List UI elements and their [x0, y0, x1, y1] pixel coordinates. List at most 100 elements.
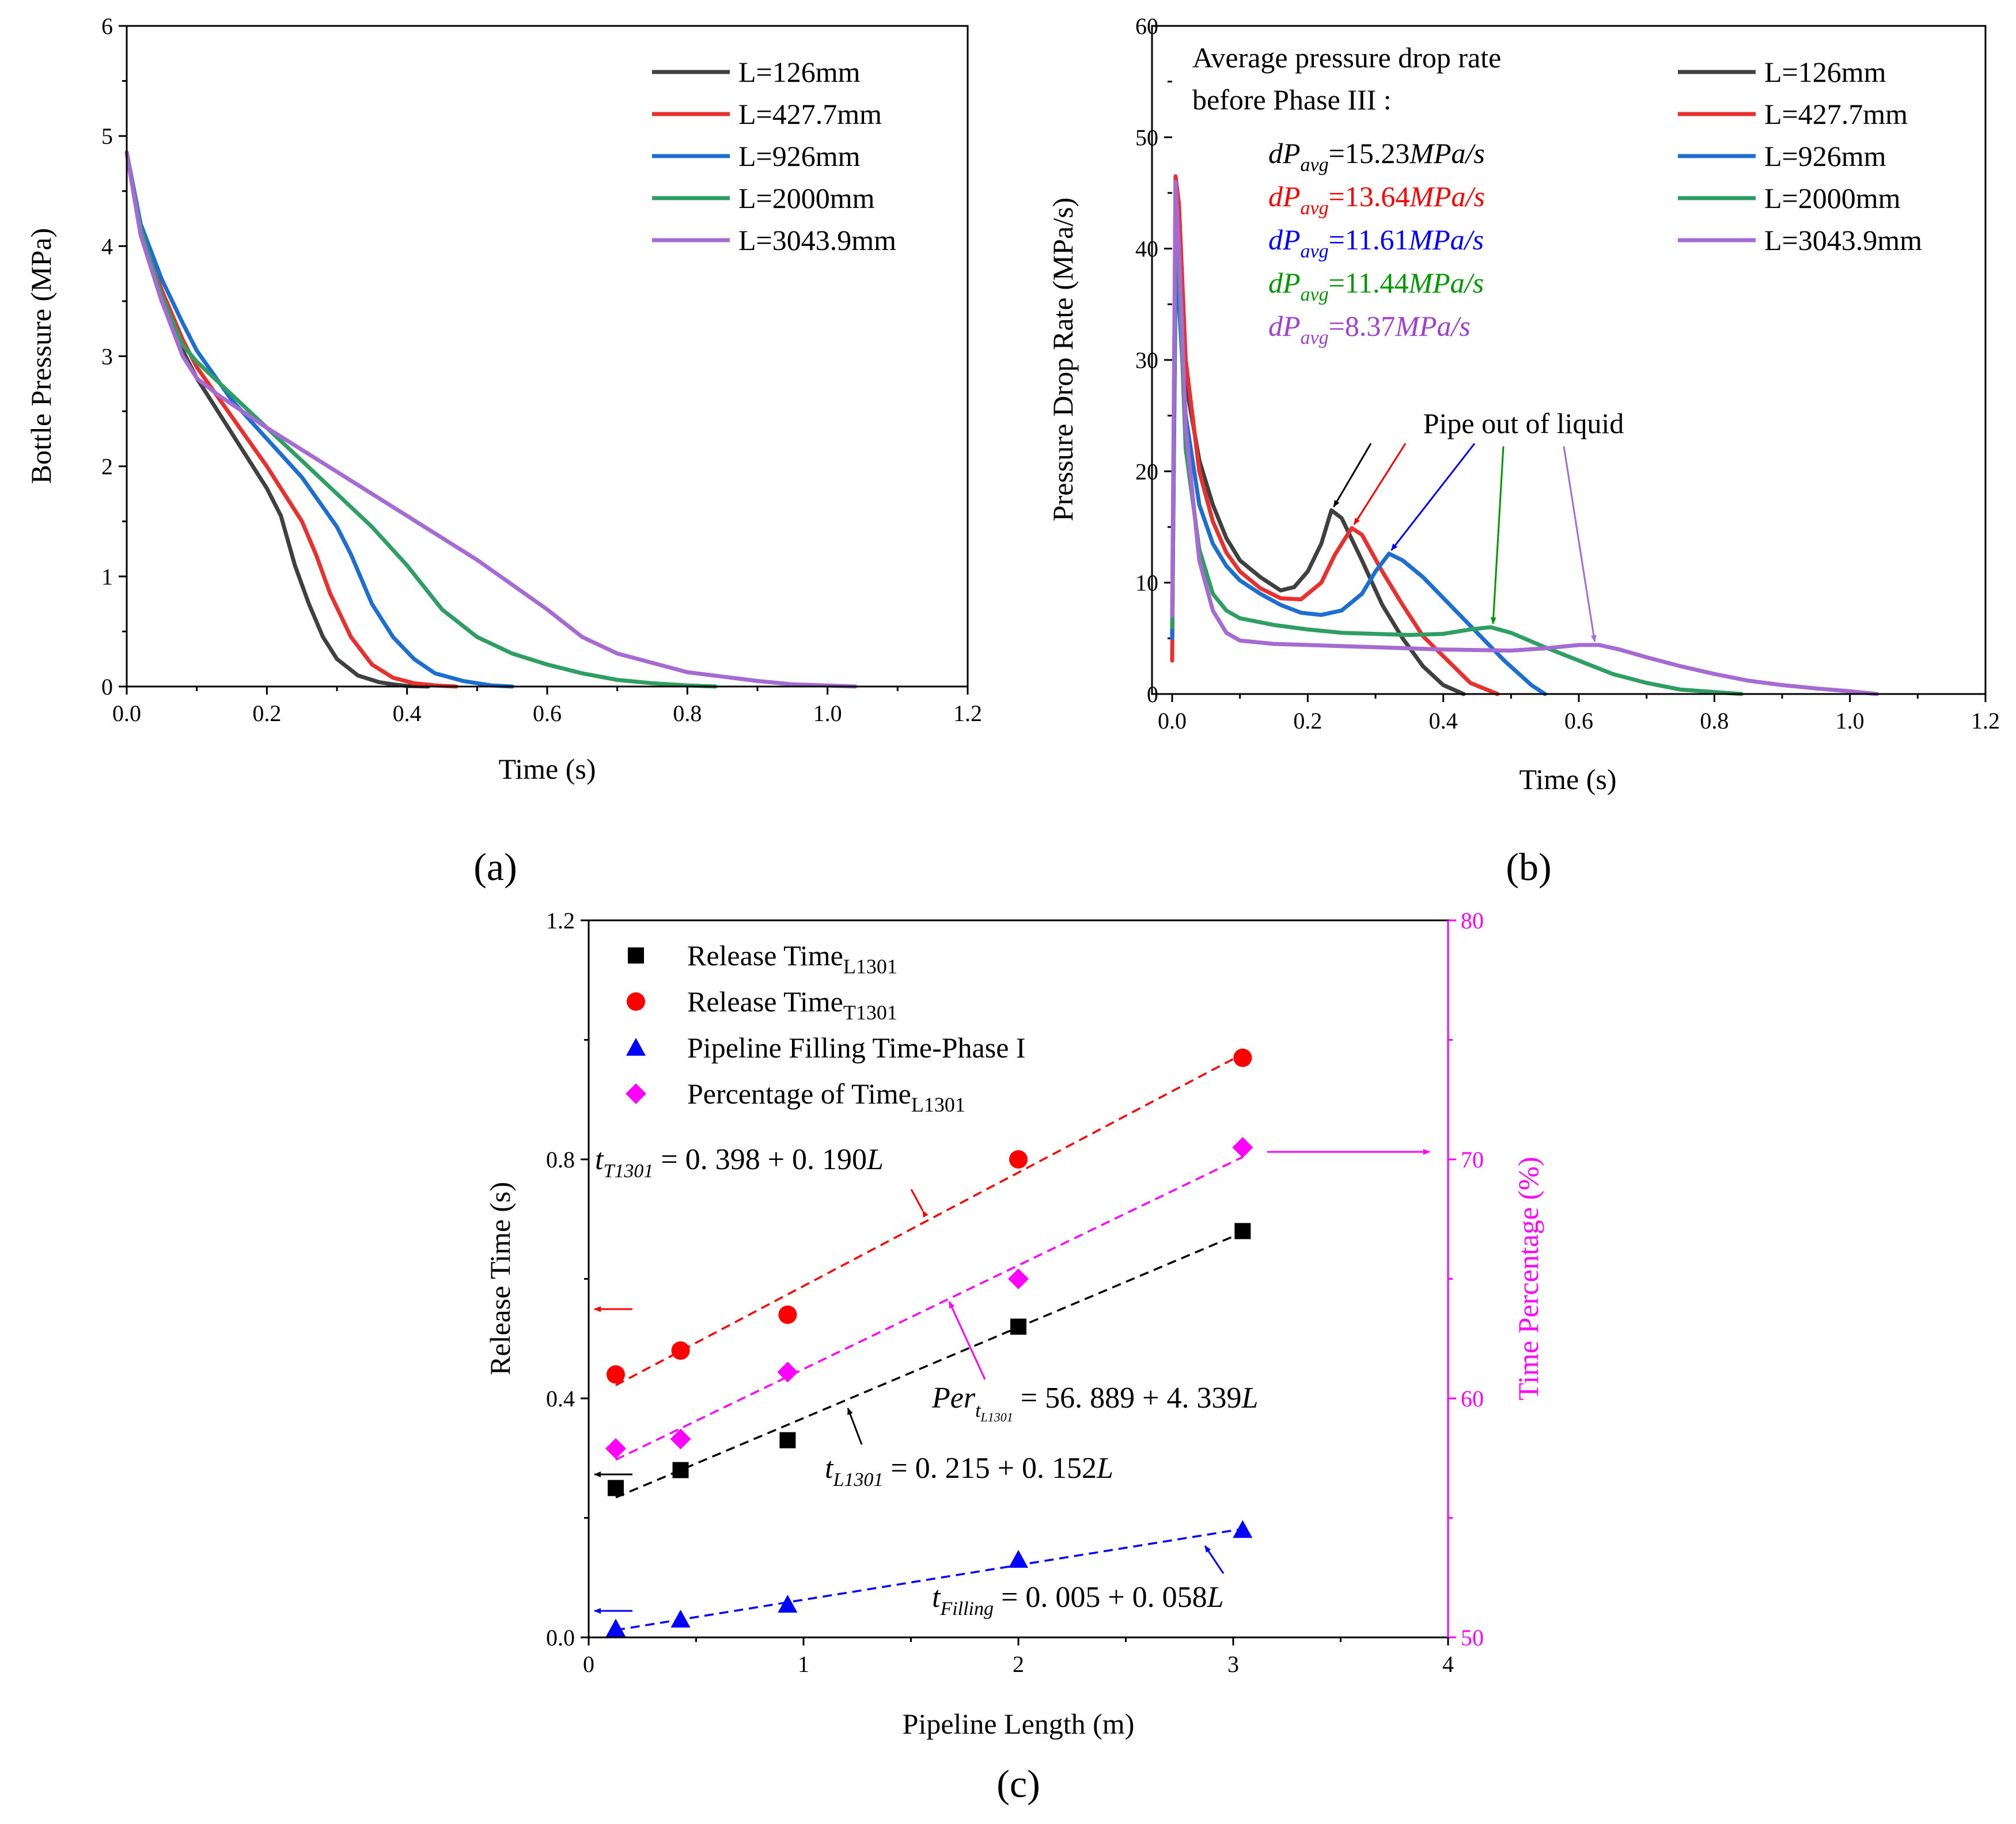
legend-label: L=926mm [738, 140, 861, 172]
panel-a-legend: L=126mm L=427.7mm L=926mm L=2000mm L=3043.9m… [652, 56, 896, 256]
rate-unit: MPa/s [1408, 223, 1484, 256]
x-tick-label: 1 [798, 1651, 809, 1677]
data-point-0 [779, 1432, 796, 1448]
data-point-1 [778, 1305, 797, 1324]
x-tick-label: 0.6 [533, 700, 562, 726]
x-tick-label: 2 [1013, 1651, 1024, 1677]
y-tick-label: 6 [101, 13, 113, 39]
series-line-L=2000mm [124, 150, 718, 689]
rate-sub: avg [1301, 284, 1329, 305]
panel-c-x-axis-title: Pipeline Length (m) [903, 1708, 1135, 1740]
legend-label-name: Release Time [687, 985, 843, 1018]
eq-filling-L: L [1207, 1581, 1224, 1614]
panel-b-annotation-line-1: Average pressure drop rate [1192, 41, 1501, 74]
legend-label-sub: T1301 [843, 1001, 897, 1024]
legend-label: L=3043.9mm [1764, 224, 1922, 256]
panel-b-annotation-line-2: before Phase III : [1192, 84, 1392, 116]
y-tick-label: 0 [101, 674, 113, 700]
y-tick-label: 30 [1135, 347, 1158, 373]
x-tick-label: 0.8 [673, 700, 702, 726]
rate-unit: MPa/s [1409, 137, 1485, 169]
x-tick-label: 1.2 [1971, 708, 2000, 734]
x-tick-label: 0.6 [1564, 708, 1593, 734]
rate-value: =11.61 [1329, 223, 1409, 256]
legend-label-sub: L1301 [843, 955, 897, 978]
y-tick-label: 4 [101, 233, 113, 259]
equation-percentage: PertL1301 = 56. 889 + 4. 339L [931, 1382, 1258, 1424]
rate-sub: avg [1301, 327, 1329, 348]
callout-arrow [1333, 443, 1372, 507]
fit-line-3 [615, 1156, 1244, 1461]
legend-marker [628, 947, 644, 964]
rate-label: dPavg=8.37MPa/s [1268, 310, 1471, 348]
arrow-filling-fit [1204, 1545, 1225, 1574]
panel-a-y-axis-title: Bottle Pressure (MPa) [25, 228, 57, 484]
panel-b-curves [1170, 174, 1879, 696]
legend-label-name: Release Time [687, 939, 843, 972]
eq-t1301-var: t [595, 1143, 604, 1176]
eq-per-sub-t: t [975, 1400, 982, 1421]
legend-label-sub: L1301 [911, 1093, 965, 1116]
eq-l1301-rhs: = 0. 215 + 0. 152 [883, 1452, 1097, 1485]
fit-line-0 [615, 1231, 1244, 1499]
right-y-tick-label: 50 [1461, 1625, 1484, 1651]
legend-label: L=427.7mm [1764, 98, 1908, 130]
right-y-tick-label: 70 [1461, 1147, 1484, 1173]
x-tick-label: 0.2 [1293, 708, 1322, 734]
legend-marker [626, 1038, 646, 1056]
y-tick-label: 0.4 [546, 1386, 575, 1412]
data-point-2 [605, 1618, 626, 1637]
fit-line-1 [615, 1053, 1244, 1386]
panel-c-points [605, 1048, 1253, 1637]
series-line-L=3043.9mm [1170, 180, 1879, 696]
data-point-3 [1232, 1137, 1253, 1158]
panel-b-callout: Pipe out of liquid [1423, 407, 1624, 439]
x-tick-label: 0.4 [1429, 708, 1458, 734]
equation-filling: tFilling = 0. 005 + 0. 058L [932, 1581, 1224, 1620]
eq-per-sub-sub: L1301 [980, 1410, 1013, 1424]
x-tick-label: 1.0 [813, 700, 842, 726]
y-tick-label: 2 [101, 454, 113, 480]
panel-b-x-axis-title: Time (s) [1519, 763, 1616, 795]
legend-label: L=3043.9mm [738, 224, 896, 256]
panel-a-ticks: 0.0 0.2 0.4 0.6 0.8 1.0 1.2 0 1 2 3 4 5 6 [101, 13, 982, 726]
panel-c-ticks: 0 1 2 3 4 0.0 0.4 0.8 1.2 50 60 70 80 [546, 908, 1484, 1677]
x-tick-label: 0 [583, 1651, 594, 1677]
data-point-3 [777, 1362, 798, 1383]
panel-a-label: (a) [473, 845, 517, 889]
callout-arrow [1353, 443, 1407, 525]
eq-l1301-L: L [1096, 1452, 1113, 1485]
eq-per-var: Per [931, 1382, 976, 1415]
series-line-L=427.7mm [124, 150, 458, 689]
legend-marker [626, 1083, 646, 1104]
data-point-1 [1233, 1048, 1252, 1067]
data-point-0 [607, 1480, 624, 1496]
rate-sub: avg [1301, 154, 1329, 176]
rate-var: dP [1268, 267, 1301, 299]
series-line-L=427.7mm [1170, 174, 1500, 696]
arrow-l1301-fit [847, 1408, 863, 1445]
panel-b-y-axis-title: Pressure Drop Rate (MPa/s) [1047, 198, 1079, 521]
series-line-L=926mm [124, 150, 514, 689]
x-tick-label: 0.4 [393, 700, 422, 726]
x-tick-label: 0.8 [1700, 708, 1729, 734]
y-tick-label: 0.8 [546, 1147, 575, 1173]
legend-label: L=2000mm [1764, 182, 1901, 214]
equation-l1301: tL1301 = 0. 215 + 0. 152L [825, 1452, 1113, 1491]
rate-var: dP [1268, 310, 1301, 342]
rate-sub: avg [1301, 198, 1329, 219]
arrow-percentage-fit [948, 1301, 986, 1380]
fit-line-2 [615, 1527, 1243, 1631]
y-tick-label: 3 [101, 344, 113, 370]
legend-marker [627, 992, 645, 1011]
eq-l1301-sub: L1301 [832, 1469, 883, 1491]
x-tick-label: 4 [1442, 1651, 1454, 1677]
data-point-2 [670, 1609, 691, 1628]
right-y-tick-label: 60 [1461, 1386, 1484, 1412]
panel-c-fit-lines [615, 1053, 1244, 1631]
rate-unit: MPa/s [1408, 267, 1484, 299]
data-point-0 [672, 1462, 689, 1478]
